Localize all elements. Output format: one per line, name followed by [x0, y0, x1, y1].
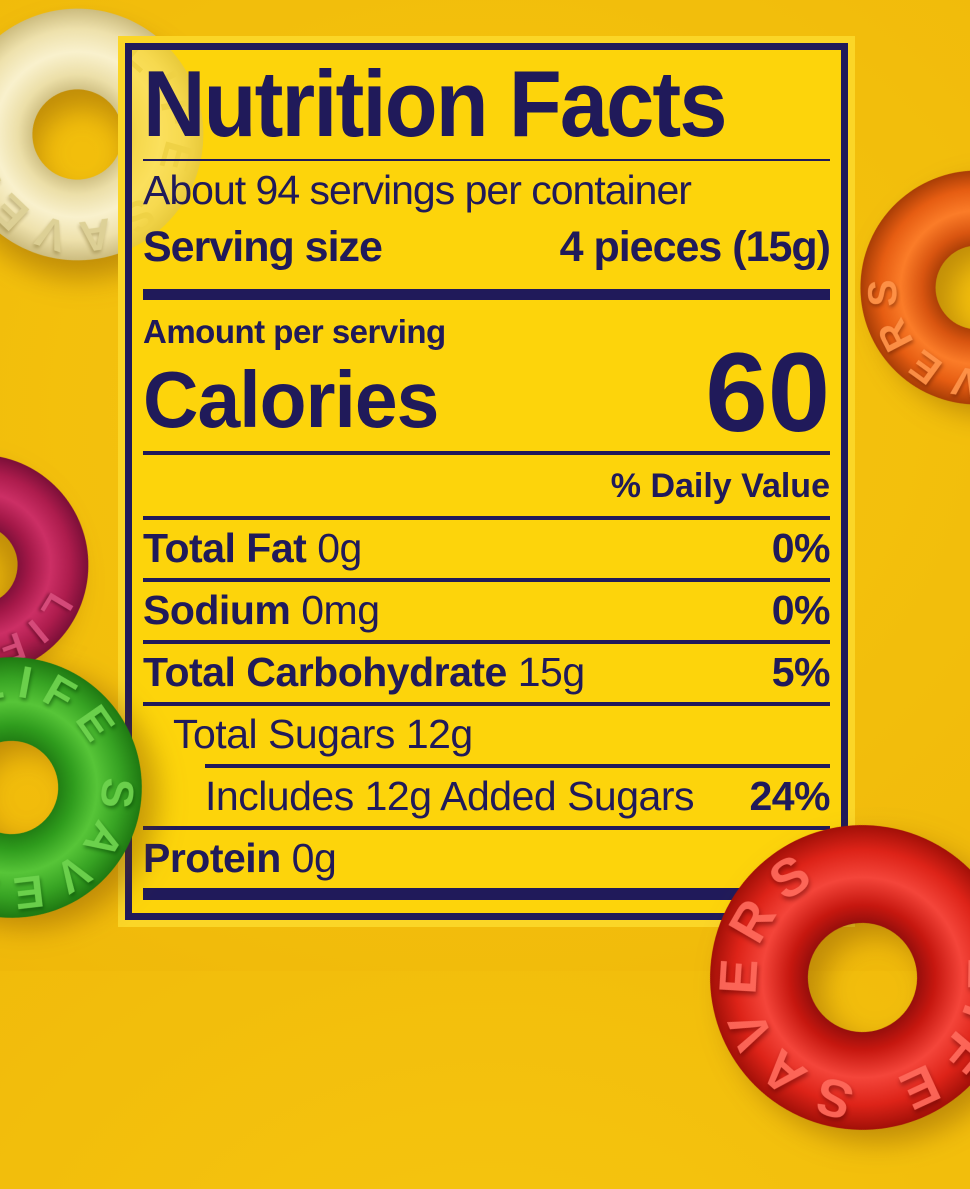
calories-value: 60 [705, 330, 830, 456]
nutrient-row-total-sugars: Total Sugars 12g [143, 702, 830, 764]
nutrient-row-total-fat: Total Fat 0g 0% [143, 516, 831, 578]
nutrient-name: Total Sugars [173, 711, 395, 758]
candy-ring [0, 454, 89, 676]
candy-ring [132, 50, 204, 261]
lifesaver-candy-raspberry: LIFE SAVERS [0, 438, 90, 695]
calories-row: Calories 60 [143, 330, 830, 456]
nutrient-daily-value: 0% [771, 587, 831, 634]
nutrient-amount: 0g [317, 525, 362, 572]
nutrient-amount: 0mg [301, 587, 380, 634]
nutrient-name: Protein [143, 835, 281, 882]
nutrient-row-protein: Protein 0g [143, 826, 830, 888]
daily-value-header: % Daily Value [610, 467, 830, 506]
nutrient-daily-value: 0% [771, 525, 831, 572]
nutrient-amount: 15g [517, 649, 585, 696]
serving-size-row: Serving size 4 pieces (15g) [143, 222, 831, 272]
nutrient-amount: 0g [291, 835, 337, 882]
serving-size-value: 4 pieces (15g) [559, 222, 831, 271]
title-divider [143, 159, 830, 161]
section-bar-top [143, 288, 830, 301]
label-content: Nutrition Facts About 94 servings per co… [132, 50, 841, 913]
nutrient-name: Sodium [143, 587, 291, 634]
nutrient-daily-value: 24% [749, 773, 830, 820]
nutrient-name: Includes 12g Added Sugars [205, 773, 695, 820]
candy-ring [860, 170, 970, 405]
section-bar-bottom [143, 888, 830, 901]
nutrient-daily-value: 5% [771, 649, 831, 696]
nutrient-name: Total Carbohydrate [143, 649, 507, 696]
servings-per-container: About 94 servings per container [143, 166, 692, 213]
amount-per-serving: Amount per serving [143, 313, 446, 351]
nutrient-row-total-carbohydrate: Total Carbohydrate 15g 5% [143, 640, 831, 702]
nutrient-row-sodium: Sodium 0mg 0% [143, 578, 831, 640]
candy-ring [0, 657, 142, 918]
serving-size-label: Serving size [143, 222, 383, 271]
nutrient-name: Total Fat [143, 525, 307, 572]
calories-divider-bar [143, 450, 830, 456]
nutrient-amount: 12g [405, 711, 473, 758]
nutrition-facts-label: LIFE SAVERS Nutrition Facts About 94 ser… [118, 36, 855, 927]
nutrition-facts-title: Nutrition Facts [143, 51, 727, 156]
nutrient-row-added-sugars: Includes 12g Added Sugars 24% [205, 764, 830, 826]
calories-label: Calories [143, 355, 439, 445]
